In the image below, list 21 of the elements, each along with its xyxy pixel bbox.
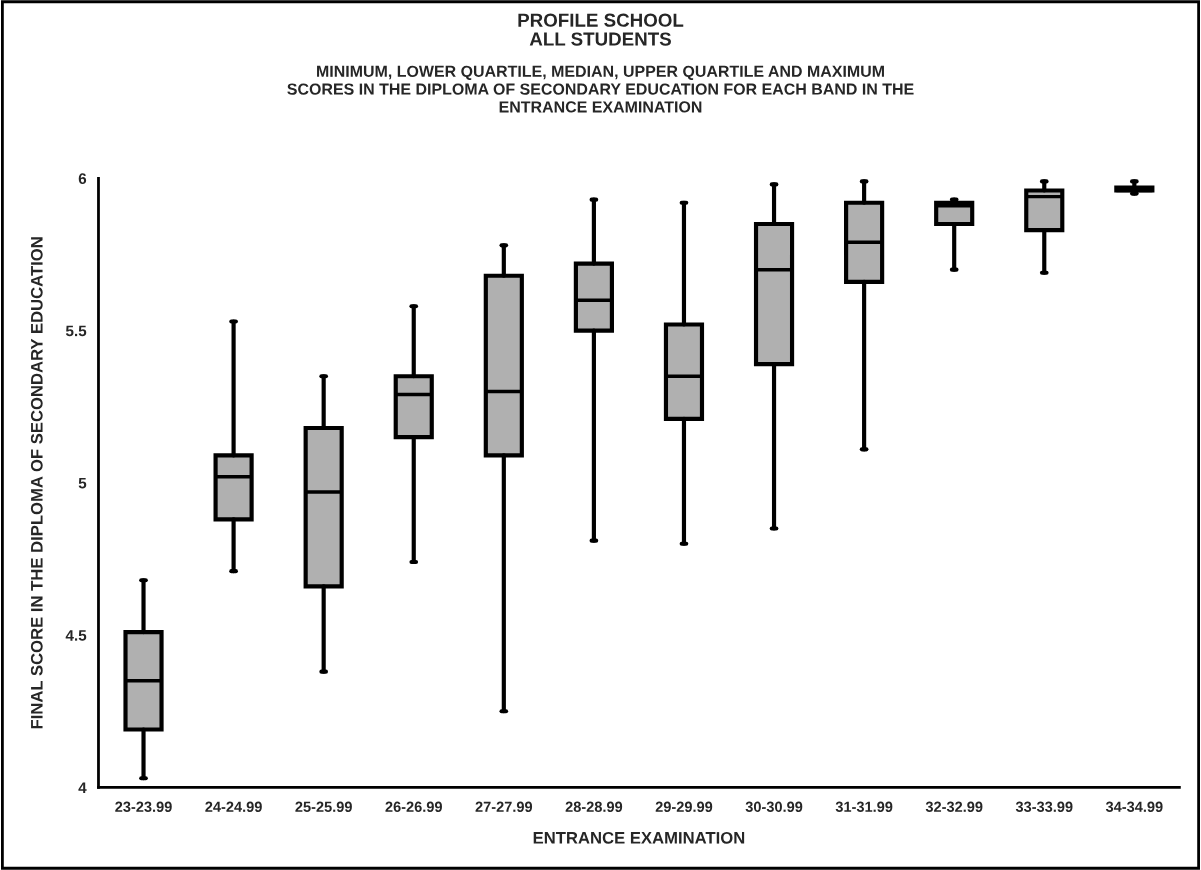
y-tick-label: 4.5 <box>65 630 87 641</box>
x-tick-label: 30-30.99 <box>745 801 803 812</box>
y-axis-title: FINAL SCORE IN THE DIPLOMA OF SECONDARY EDUCATION <box>30 237 43 729</box>
x-tick-label: 28-28.99 <box>565 801 623 812</box>
x-tick-label: 23-23.99 <box>115 801 172 812</box>
x-tick-label: 27-27.99 <box>475 801 533 812</box>
x-tick-label: 26-26.99 <box>385 801 442 812</box>
x-tick-label: 32-32.99 <box>925 801 983 812</box>
y-tick-label: 5.5 <box>65 325 87 337</box>
y-tick-label: 5 <box>78 477 87 489</box>
x-tick-label: 31-31.99 <box>835 801 893 812</box>
x-tick-label: 25-25.99 <box>295 801 352 812</box>
chart-subtitle: MINIMUM, LOWER QUARTILE, MEDIAN, UPPER QUARTILE AND MAXIMUM SCORES IN THE DIPLOMA OF SECONDARY EDUCATION FOR EACH BAND IN THE ENTRANCE EXAMINATION <box>287 65 914 113</box>
y-tick-label: 4 <box>78 782 87 793</box>
x-tick-label: 33-33.99 <box>1015 801 1073 812</box>
chart-title: PROFILE SCHOOL ALL STUDENTS <box>518 13 684 46</box>
x-tick-label: 29-29.99 <box>655 801 713 812</box>
x-tick-label: 24-24.99 <box>205 801 262 812</box>
x-tick-label: 34-34.99 <box>1105 801 1163 812</box>
x-axis-title: ENTRANCE EXAMINATION <box>533 831 745 844</box>
y-tick-label: 6 <box>78 173 87 185</box>
